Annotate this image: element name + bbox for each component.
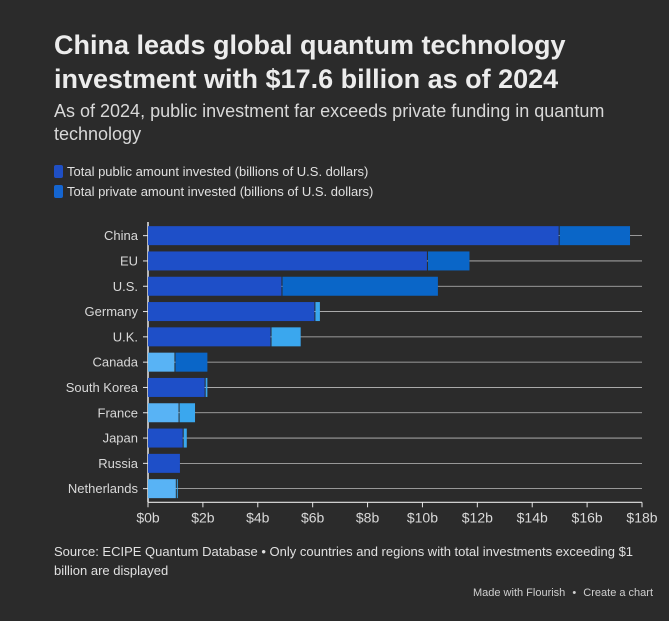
create-chart-link[interactable]: Create a chart (583, 587, 653, 599)
flourish-credit: Made with Flourish • Create a chart (471, 587, 655, 599)
chart-subtitle: As of 2024, public investment far exceed… (54, 101, 605, 144)
x-tick-label: $8b (356, 509, 380, 525)
category-label: China (104, 228, 139, 243)
category-label: Japan (103, 431, 138, 446)
legend-swatch-public (54, 164, 63, 178)
category-label: France (98, 405, 138, 420)
bar-public (148, 428, 183, 448)
category-label: Germany (85, 304, 139, 319)
legend-label-private: Total private amount invested (billions … (67, 183, 374, 199)
legend: Total public amount invested (billions o… (54, 162, 373, 202)
bar-public (148, 302, 315, 322)
credit-separator: • (572, 587, 577, 599)
x-tick-label: $2b (191, 509, 215, 525)
bar-public (148, 226, 559, 246)
bar-public (148, 377, 205, 397)
category-label: U.S. (113, 279, 138, 294)
bar-public (148, 251, 427, 271)
bar-private (175, 352, 208, 372)
bar-public (148, 327, 271, 347)
made-with-flourish-link[interactable]: Made with Flourish (472, 587, 566, 599)
bar-public (148, 276, 282, 296)
legend-swatch-private (54, 184, 63, 198)
x-tick-label: $4b (246, 509, 270, 525)
bar-private (282, 276, 438, 296)
bar-private (271, 327, 301, 347)
x-tick-label: $6b (301, 509, 325, 525)
legend-item-public[interactable]: Total public amount invested (billions o… (54, 162, 373, 180)
category-label: Russia (98, 456, 139, 471)
x-tick-label: $10b (407, 509, 438, 525)
category-label: South Korea (66, 380, 139, 395)
category-label: EU (120, 253, 138, 268)
legend-label-public: Total public amount invested (billions o… (67, 163, 369, 179)
bar-private (559, 226, 631, 246)
category-label: U.K. (113, 329, 138, 344)
bar-public (148, 403, 179, 423)
bar-private (179, 403, 196, 423)
bar-private (205, 377, 208, 397)
bar-private (176, 479, 178, 499)
bar-public (148, 479, 176, 499)
legend-item-private[interactable]: Total private amount invested (billions … (54, 182, 373, 200)
bar-private (427, 251, 470, 271)
bar-chart: China EU U.S. Germany U.K. Canada South Korea F… (66, 222, 658, 525)
x-tick-label: $14b (517, 509, 548, 525)
x-tick-label: $0b (136, 509, 160, 525)
x-tick-label: $18b (626, 509, 657, 525)
x-tick-label: $12b (462, 509, 493, 525)
bar-public (148, 352, 175, 372)
bar-private (315, 302, 320, 322)
source-note: Source: ECIPE Quantum Database • Only co… (54, 544, 634, 578)
x-tick-label: $16b (572, 509, 603, 525)
bar-public (148, 453, 180, 473)
category-label: Canada (92, 355, 138, 370)
chart-title: China leads global quantum technology in… (54, 30, 566, 94)
bar-private (183, 428, 187, 448)
category-label: Netherlands (68, 481, 139, 496)
